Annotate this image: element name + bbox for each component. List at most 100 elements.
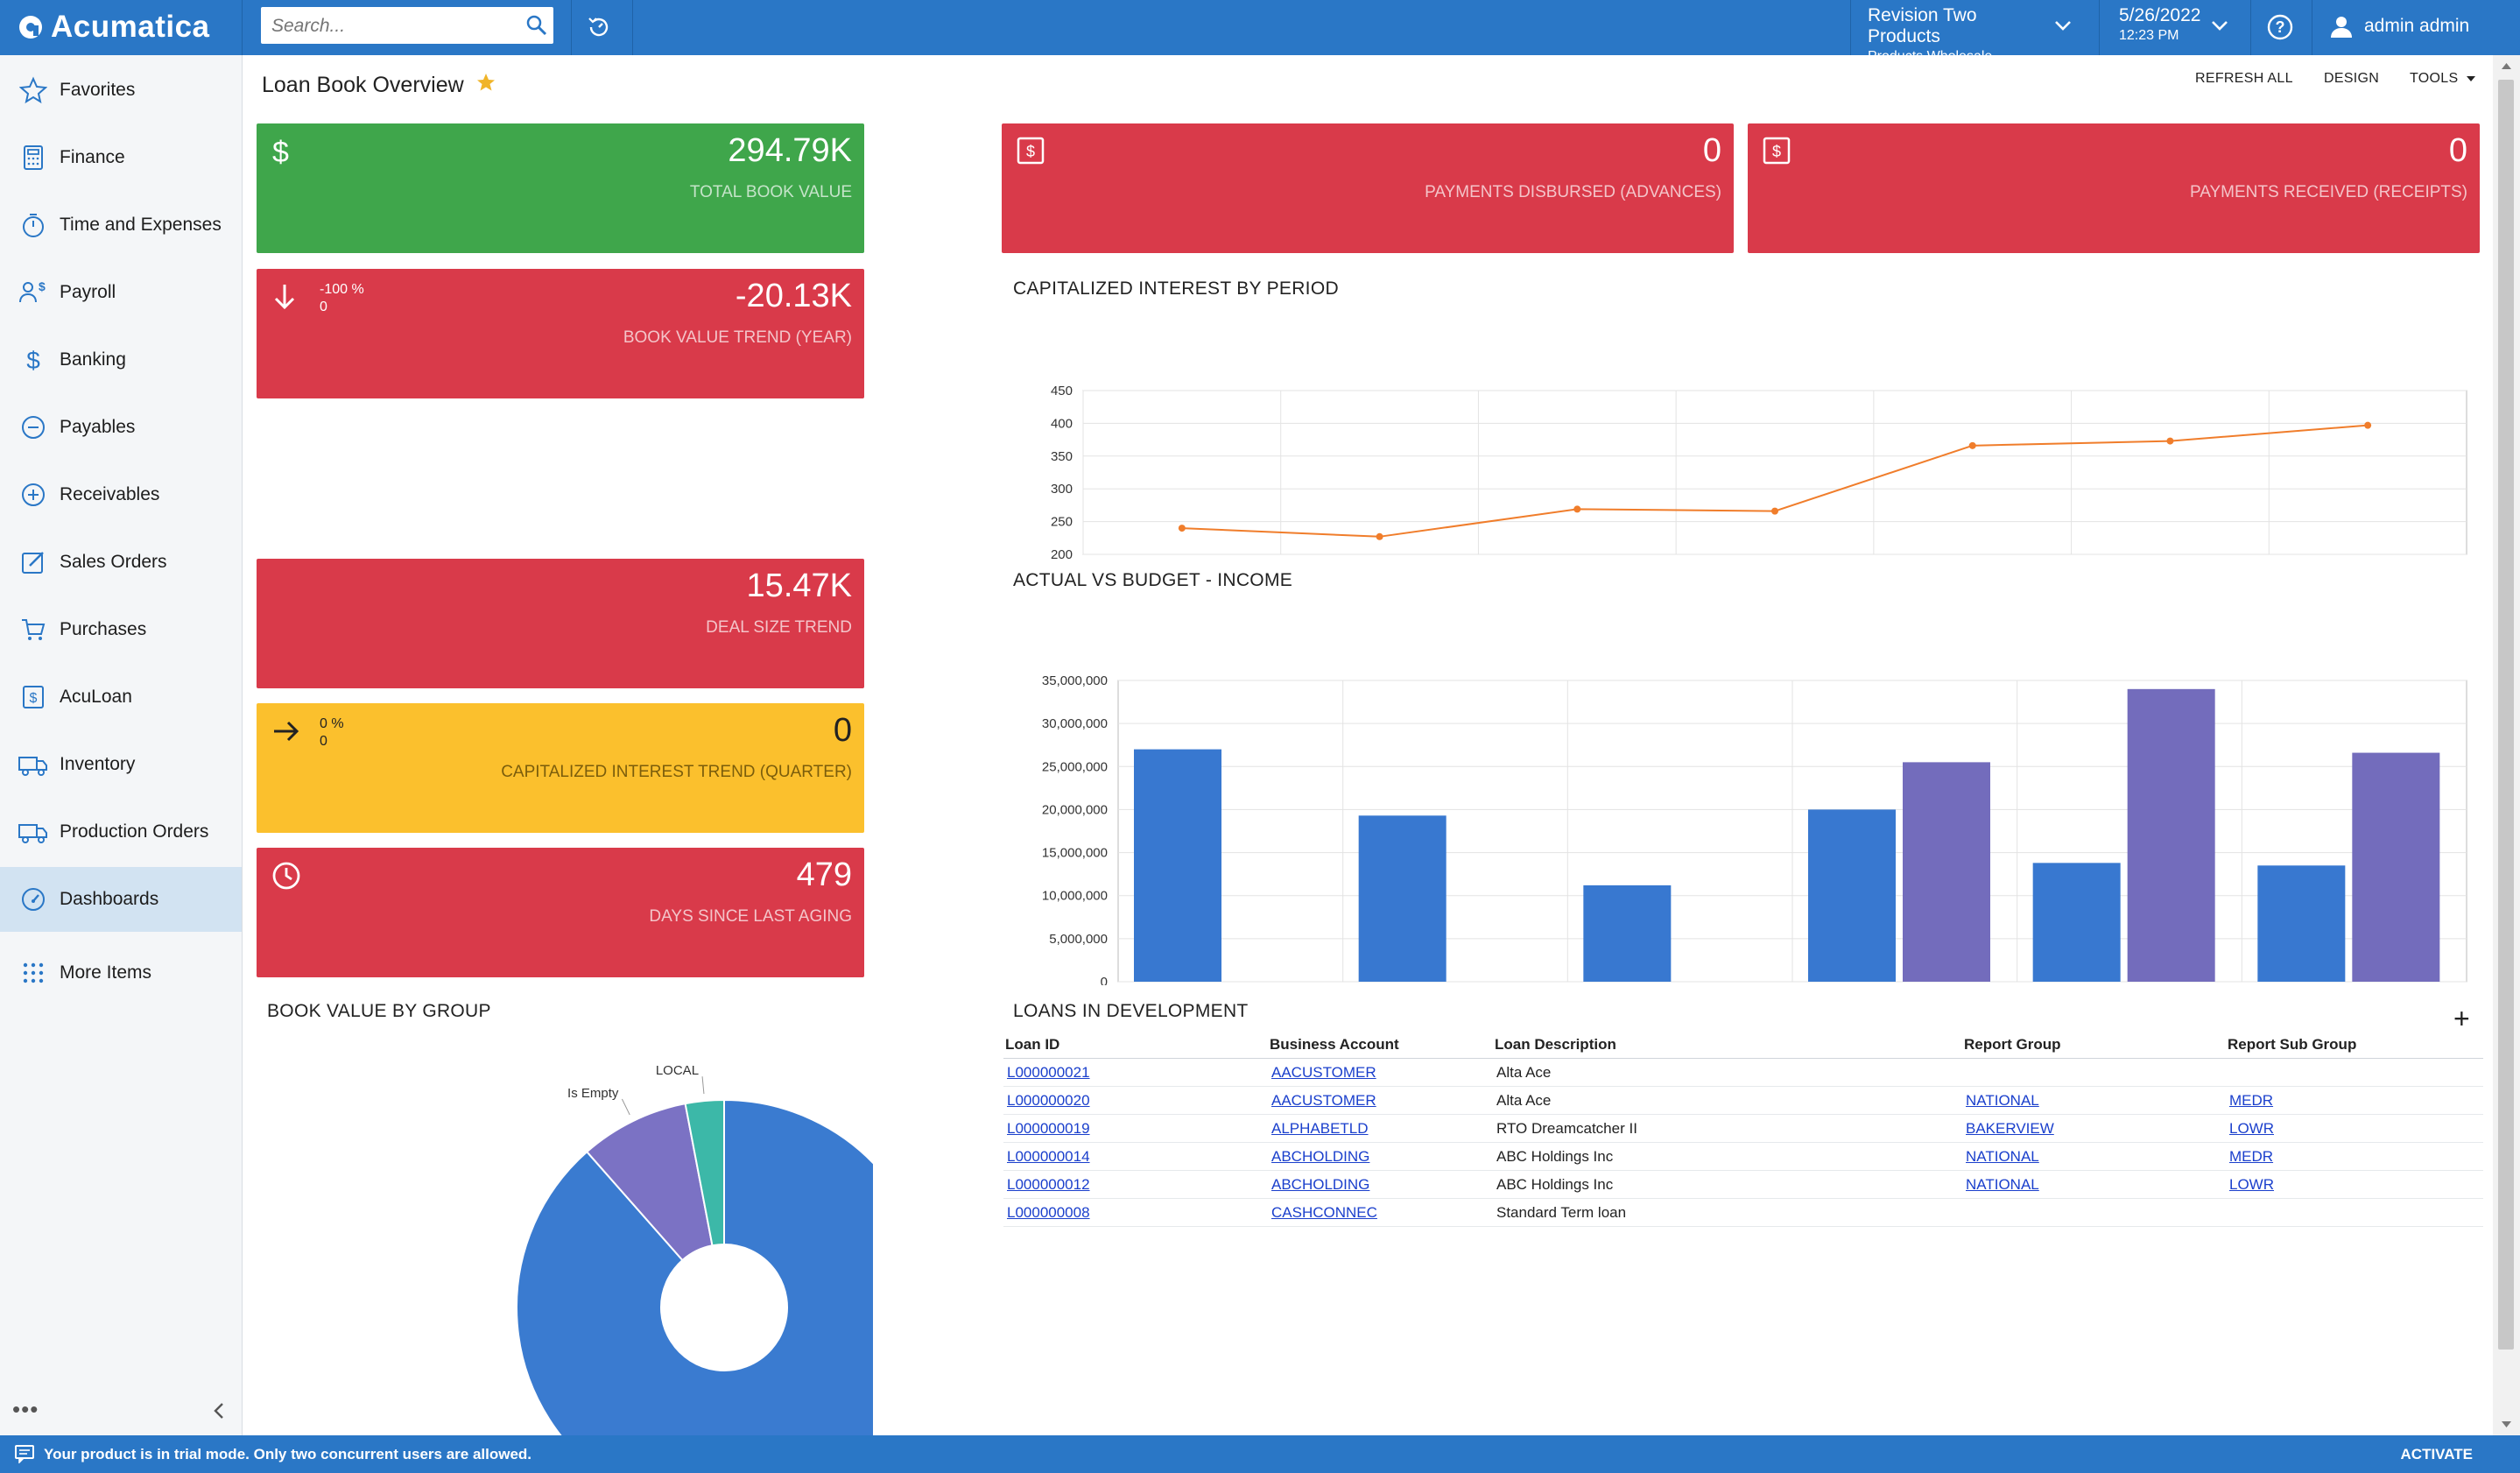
sidebar-item-time-and-expenses[interactable]: Time and Expenses [0, 193, 242, 257]
chevron-down-icon[interactable] [2210, 19, 2229, 36]
table-row: L000000012 ABCHOLDING ABC Holdings Inc N… [1003, 1170, 2483, 1199]
report-sub-group-link[interactable]: MEDR [2229, 1091, 2274, 1109]
history-icon[interactable] [585, 13, 613, 46]
search-input[interactable] [270, 7, 510, 46]
refresh-all-button[interactable]: REFRESH ALL [2195, 71, 2293, 86]
company-name: Revision Two Products [1868, 5, 1977, 46]
sidebar-item-dashboards[interactable]: Dashboards [0, 867, 242, 932]
tile-deal-size-trend[interactable]: 15.47K DEAL SIZE TREND [257, 559, 864, 688]
sidebar-item-banking[interactable]: $ Banking [0, 328, 242, 392]
column-header[interactable]: Report Sub Group [2226, 1032, 2483, 1059]
business-account-link[interactable]: AACUSTOMER [1271, 1091, 1376, 1109]
business-account-link[interactable]: ABCHOLDING [1271, 1147, 1370, 1165]
report-sub-group-link[interactable]: MEDR [2229, 1147, 2274, 1165]
sidebar-item-payables[interactable]: Payables [0, 395, 242, 460]
sidebar-item-purchases[interactable]: Purchases [0, 597, 242, 662]
loan-id-link[interactable]: L000000019 [1007, 1119, 1090, 1137]
report-group-link[interactable]: NATIONAL [1966, 1091, 2039, 1109]
tile-trend-sub: 0 [320, 734, 327, 749]
tools-button[interactable]: TOOLS [2410, 71, 2477, 87]
sidebar-item-label: Production Orders [60, 821, 209, 842]
report-group-link[interactable]: NATIONAL [1966, 1175, 2039, 1193]
search-box[interactable] [261, 7, 553, 46]
slice-label: LOCAL [656, 1063, 699, 1078]
loan-id-link[interactable]: L000000020 [1007, 1091, 1090, 1109]
tile-trend-percent: -100 % [320, 282, 364, 297]
divider [1850, 0, 1851, 55]
business-account-link[interactable]: AACUSTOMER [1271, 1063, 1376, 1081]
column-header[interactable]: Loan ID [1003, 1032, 1268, 1059]
acumatica-logo[interactable]: Acumatica [18, 9, 210, 46]
loan-description: Alta Ace [1493, 1086, 1962, 1115]
loan-description: Standard Term loan [1493, 1198, 1962, 1227]
tile-payments-disbursed[interactable]: $ 0 PAYMENTS DISBURSED (ADVANCES) [1002, 123, 1734, 253]
business-account-link[interactable]: ABCHOLDING [1271, 1175, 1370, 1193]
column-header[interactable]: Business Account [1268, 1032, 1493, 1059]
report-sub-group-link[interactable]: LOWR [2229, 1175, 2274, 1193]
tile-value: 294.79K [728, 132, 852, 169]
scrollbar-thumb[interactable] [2498, 80, 2514, 1350]
tile-value: 15.47K [746, 567, 852, 604]
activate-button[interactable]: ACTIVATE [2400, 1446, 2473, 1462]
tile-book-value-trend[interactable]: -100 % 0 -20.13K BOOK VALUE TREND (YEAR) [257, 269, 864, 398]
tile-capitalized-interest-trend[interactable]: 0 % 0 0 CAPITALIZED INTEREST TREND (QUAR… [257, 703, 864, 833]
search-icon[interactable] [525, 14, 548, 41]
y-tick-label: 30,000,000 [1042, 716, 1108, 731]
design-button[interactable]: DESIGN [2324, 71, 2380, 86]
sidebar-item-aculoan[interactable]: $ AcuLoan [0, 665, 242, 729]
loan-description: Alta Ace [1493, 1058, 1962, 1087]
report-group-link[interactable]: NATIONAL [1966, 1147, 2039, 1165]
scroll-down-icon[interactable] [2493, 1416, 2520, 1434]
sidebar-item-finance[interactable]: Finance [0, 125, 242, 190]
y-tick-label: 350 [1051, 449, 1073, 464]
stopwatch-icon [18, 209, 49, 241]
sidebar-item-receivables[interactable]: Receivables [0, 462, 242, 527]
help-icon[interactable]: ? [2266, 13, 2294, 46]
sidebar-item-more-items[interactable]: More Items [0, 941, 242, 1005]
slice-leader-line [621, 1098, 630, 1116]
tile-total-book-value[interactable]: $ 294.79K TOTAL BOOK VALUE [257, 123, 864, 253]
report-sub-group-link[interactable]: LOWR [2229, 1119, 2274, 1137]
brand-name: Acumatica [51, 10, 210, 44]
collapse-sidebar-icon[interactable] [212, 1401, 226, 1425]
y-tick-label: 300 [1051, 482, 1073, 497]
bar [1358, 815, 1447, 982]
cart-icon [18, 614, 49, 645]
business-date-selector[interactable]: 5/26/2022 12:23 PM [2119, 5, 2200, 44]
business-time: 12:23 PM [2119, 28, 2179, 43]
y-tick-label: 200 [1051, 547, 1073, 562]
payroll-icon: $ [18, 277, 49, 308]
company-selector[interactable]: Revision Two Products Products Wholesale [1868, 5, 2052, 65]
chevron-down-icon[interactable] [2053, 19, 2073, 36]
page-title-text: Loan Book Overview [262, 73, 464, 97]
user-menu[interactable]: admin admin [2329, 14, 2469, 39]
sidebar-item-label: Time and Expenses [60, 215, 222, 235]
column-header[interactable]: Loan Description [1493, 1032, 1962, 1059]
clock-icon [271, 860, 302, 896]
vertical-scrollbar[interactable] [2493, 55, 2520, 1435]
sidebar-item-inventory[interactable]: Inventory [0, 732, 242, 797]
tile-payments-received[interactable]: $ 0 PAYMENTS RECEIVED (RECEIPTS) [1748, 123, 2480, 253]
business-account-link[interactable]: CASHCONNEC [1271, 1203, 1377, 1221]
report-group-link[interactable]: BAKERVIEW [1966, 1119, 2054, 1137]
loan-id-link[interactable]: L000000021 [1007, 1063, 1090, 1081]
tile-days-since-last-aging[interactable]: 479 DAYS SINCE LAST AGING [257, 848, 864, 977]
sidebar-item-sales-orders[interactable]: Sales Orders [0, 530, 242, 595]
loan-id-link[interactable]: L000000014 [1007, 1147, 1090, 1165]
sidebar-item-favorites[interactable]: Favorites [0, 58, 242, 123]
loan-id-link[interactable]: L000000008 [1007, 1203, 1090, 1221]
divider [2250, 0, 2251, 55]
scroll-up-icon[interactable] [2493, 57, 2520, 74]
column-header[interactable]: Report Group [1962, 1032, 2226, 1059]
loan-id-link[interactable]: L000000012 [1007, 1175, 1090, 1193]
ellipsis-icon[interactable]: ••• [12, 1396, 39, 1422]
sidebar-item-production-orders[interactable]: Production Orders [0, 800, 242, 864]
sidebar-item-payroll[interactable]: $ Payroll [0, 260, 242, 325]
sidebar-item-label: Favorites [60, 80, 136, 100]
data-point [1376, 532, 1383, 540]
business-account-link[interactable]: ALPHABETLD [1271, 1119, 1369, 1137]
tile-caption: TOTAL BOOK VALUE [689, 183, 852, 201]
gauge-icon [18, 884, 49, 915]
add-icon[interactable]: + [2453, 1003, 2470, 1034]
favorite-star-icon[interactable] [476, 73, 496, 98]
